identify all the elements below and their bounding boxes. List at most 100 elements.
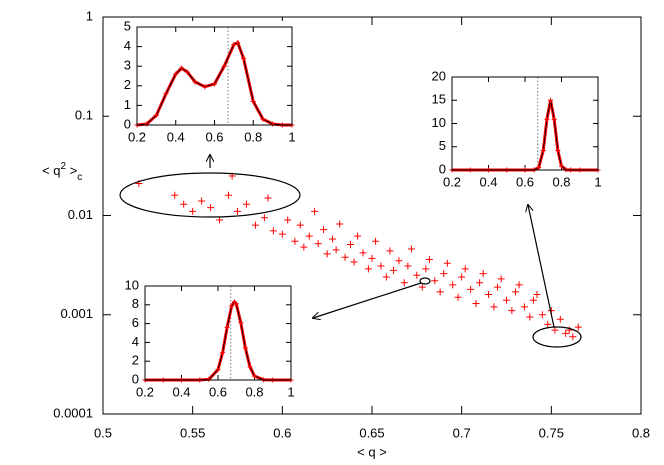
point <box>229 303 235 309</box>
point <box>305 232 313 240</box>
point <box>458 273 466 281</box>
y-tick-label: 10 <box>125 277 139 292</box>
point <box>284 216 292 224</box>
y-tick-label: 0 <box>132 371 139 386</box>
point <box>350 258 358 266</box>
point <box>485 290 493 298</box>
y-tick-label: 2 <box>132 353 139 368</box>
point <box>390 266 398 274</box>
point <box>207 204 215 212</box>
point <box>472 299 480 307</box>
y-tick-label: 0 <box>439 161 446 176</box>
point <box>404 262 412 270</box>
highlight-ellipse <box>419 277 431 285</box>
x-tick-label: 0.4 <box>479 174 497 189</box>
point <box>372 237 380 245</box>
point <box>311 207 319 215</box>
annotations <box>119 155 582 348</box>
x-tick-label: 0.6 <box>516 174 534 189</box>
point <box>574 323 582 331</box>
y-tick-label: 0.01 <box>68 207 93 222</box>
x-tick-label: 0.8 <box>244 129 262 144</box>
x-tick-label: 0.8 <box>552 174 570 189</box>
point <box>533 290 541 298</box>
y-tick-label: 15 <box>432 92 446 107</box>
point <box>260 116 266 122</box>
plot-frame <box>451 76 599 171</box>
point <box>323 250 331 258</box>
point <box>526 313 534 321</box>
x-tick-label: 0.4 <box>167 129 185 144</box>
point <box>206 376 212 382</box>
point <box>314 240 322 248</box>
point <box>332 246 340 254</box>
y-tick-label: 0.001 <box>60 306 93 321</box>
arrow <box>528 205 555 328</box>
point <box>216 216 224 224</box>
point <box>173 71 179 77</box>
point <box>479 270 487 278</box>
x-tick-label: 0.8 <box>632 425 650 440</box>
point <box>540 147 546 153</box>
y-tick-label: 0.1 <box>75 108 93 123</box>
y-tick-label: 3 <box>124 58 131 73</box>
x-tick-label: 1 <box>287 384 294 399</box>
y-axis-label-part: 2 <box>60 161 66 172</box>
point <box>454 293 462 301</box>
x-tick-label: 0.6 <box>209 384 227 399</box>
point <box>296 221 304 229</box>
point <box>407 245 415 253</box>
point <box>179 65 185 71</box>
point <box>562 329 570 337</box>
y-tick-label: 1 <box>86 8 93 23</box>
point <box>278 230 286 238</box>
point <box>538 311 546 319</box>
point <box>247 364 253 370</box>
point <box>192 79 198 85</box>
x-tick-label: 1 <box>288 129 295 144</box>
point <box>251 221 259 229</box>
y-tick-label: 10 <box>432 115 446 130</box>
y-tick-label: 4 <box>132 334 139 349</box>
point <box>382 273 390 281</box>
y-axis-label-part: > <box>66 163 77 178</box>
point <box>490 303 498 311</box>
point <box>220 350 226 356</box>
y-tick-label: 0 <box>124 116 131 131</box>
x-tick-label: 0.55 <box>180 425 205 440</box>
point <box>234 207 241 215</box>
point <box>198 197 206 205</box>
point <box>224 324 230 330</box>
point <box>436 288 444 296</box>
point <box>189 207 197 215</box>
point <box>494 283 502 291</box>
x-tick-label: 0.5 <box>94 425 112 440</box>
point <box>544 116 550 122</box>
point <box>386 247 394 255</box>
point <box>184 69 190 75</box>
point <box>153 112 159 118</box>
point <box>544 320 552 328</box>
point <box>269 227 277 235</box>
x-tick-label: 0.4 <box>172 384 190 399</box>
y-axis-label-part: < q <box>42 163 60 178</box>
point <box>395 257 403 265</box>
point <box>529 296 537 304</box>
point <box>242 345 248 351</box>
plot-frame <box>136 26 293 126</box>
main-plot: 0.5 0.55 0.6 0.65 0.7 0.75 0.80.00010.0010.010… <box>42 8 650 459</box>
point <box>320 226 328 234</box>
point <box>443 259 451 267</box>
y-tick-label: 20 <box>432 68 446 83</box>
y-tick-label: 5 <box>124 18 131 33</box>
point <box>461 265 469 273</box>
point <box>377 262 385 270</box>
point <box>364 265 372 273</box>
point <box>449 281 457 289</box>
point <box>264 194 272 202</box>
point <box>368 254 376 262</box>
point <box>242 200 250 208</box>
y-tick-label: 6 <box>132 315 139 330</box>
point <box>221 63 227 69</box>
